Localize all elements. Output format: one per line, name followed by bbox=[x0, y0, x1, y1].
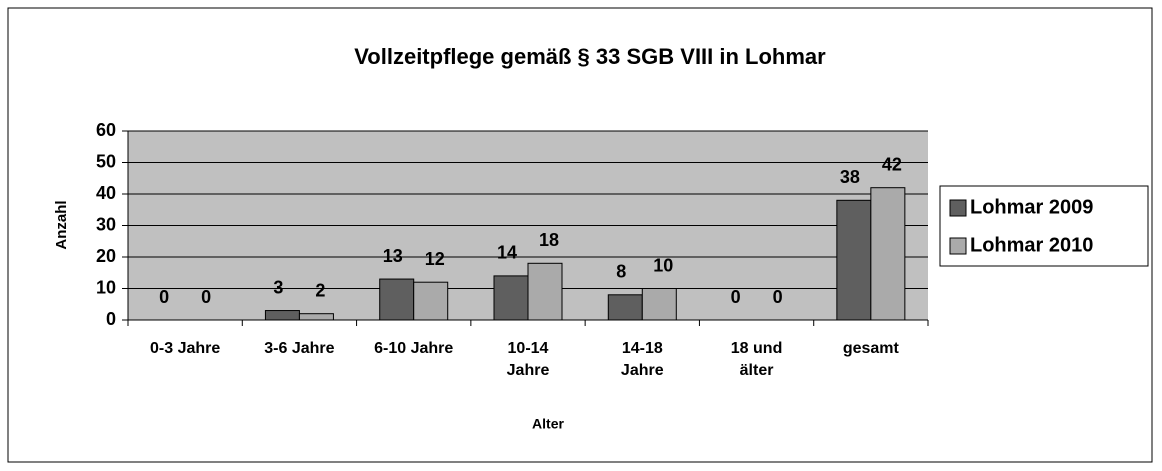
legend-swatch bbox=[949, 237, 967, 255]
data-label: 8 bbox=[616, 262, 626, 282]
data-label: 0 bbox=[773, 287, 783, 307]
y-tick-label: 20 bbox=[96, 246, 116, 266]
bar bbox=[641, 288, 677, 321]
x-axis-title: Alter bbox=[532, 416, 564, 432]
x-tick-label: gesamt bbox=[842, 340, 899, 357]
data-label: 14 bbox=[497, 243, 517, 263]
chart-title: Vollzeitpflege gemäß § 33 SGB VIII in Lo… bbox=[354, 44, 826, 69]
data-label: 0 bbox=[201, 287, 211, 307]
y-tick-label: 0 bbox=[106, 309, 116, 329]
data-label: 42 bbox=[882, 154, 902, 174]
bar bbox=[298, 313, 334, 321]
y-tick-label: 40 bbox=[96, 183, 116, 203]
bar bbox=[527, 262, 563, 321]
legend-label: Lohmar 2009 bbox=[970, 196, 1093, 218]
x-tick-label: 0-3 Jahre bbox=[150, 340, 221, 357]
data-label: 18 bbox=[539, 230, 559, 250]
legend bbox=[939, 185, 1149, 267]
legend-swatch bbox=[949, 199, 967, 217]
y-tick-label: 60 bbox=[96, 120, 116, 140]
data-label: 2 bbox=[315, 280, 325, 300]
bar bbox=[264, 310, 300, 321]
x-tick-label: 6-10 Jahre bbox=[374, 340, 454, 357]
legend-label: Lohmar 2010 bbox=[970, 234, 1093, 256]
y-tick-label: 30 bbox=[96, 214, 116, 234]
bar bbox=[607, 294, 643, 321]
y-tick-label: 10 bbox=[96, 277, 116, 297]
bar bbox=[413, 281, 449, 321]
data-label: 0 bbox=[731, 287, 741, 307]
data-label: 3 bbox=[273, 277, 283, 297]
bar bbox=[870, 187, 906, 321]
x-tick-label: 3-6 Jahre bbox=[264, 340, 335, 357]
x-tick-label: 10-14 Jahre bbox=[506, 340, 550, 379]
x-tick-label: 18 und älter bbox=[730, 340, 783, 379]
bar bbox=[379, 278, 415, 321]
data-label: 38 bbox=[840, 167, 860, 187]
y-axis-title: Anzahl bbox=[53, 200, 70, 249]
data-label: 10 bbox=[653, 255, 673, 275]
bar bbox=[493, 275, 529, 321]
data-label: 13 bbox=[383, 246, 403, 266]
data-label: 0 bbox=[159, 287, 169, 307]
y-tick-label: 50 bbox=[96, 151, 116, 171]
x-tick-label: 14-18 Jahre bbox=[620, 340, 664, 379]
bar bbox=[836, 199, 872, 321]
data-label: 12 bbox=[425, 249, 445, 269]
